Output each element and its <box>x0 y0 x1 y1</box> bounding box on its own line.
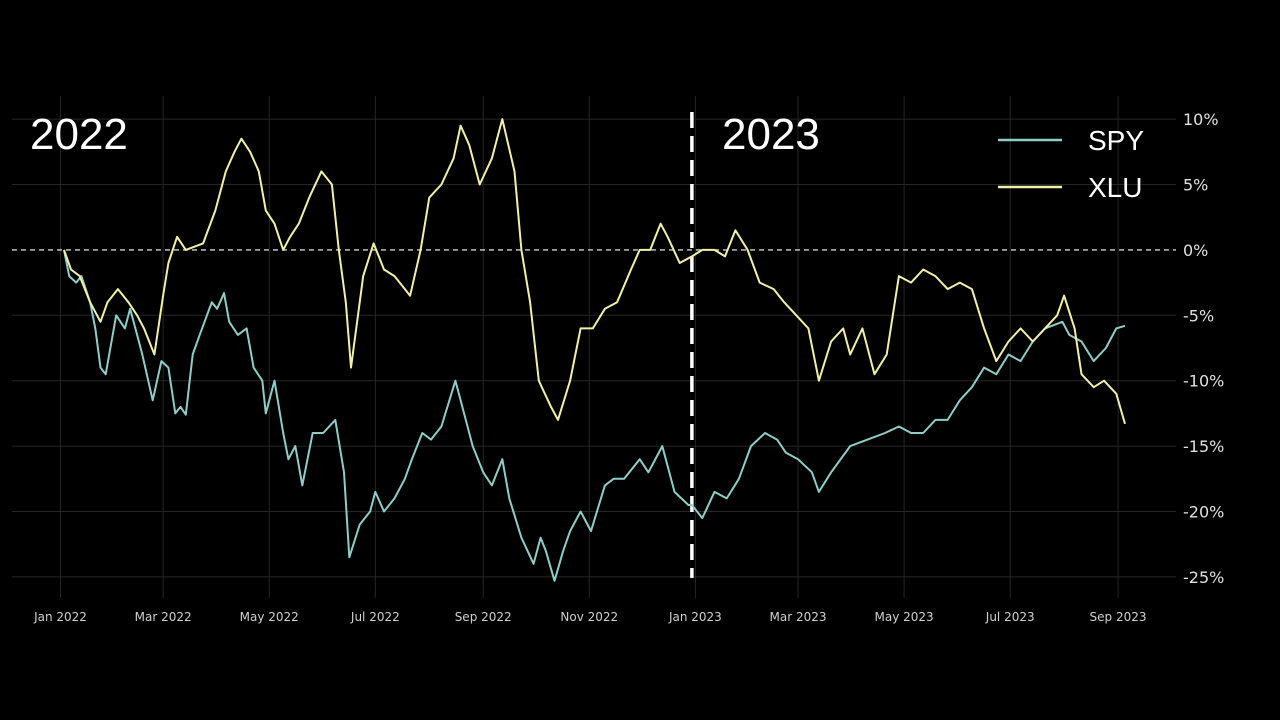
period-label-2023: 2023 <box>722 110 820 159</box>
x-tick-label: Mar 2022 <box>135 610 192 624</box>
reference-lines <box>12 112 1176 578</box>
y-axis-ticks: 10% 5% 0% -5% -10% -15% -20% -25% <box>1183 110 1224 587</box>
y-tick-label: -10% <box>1183 372 1224 391</box>
y-tick-label: 5% <box>1183 175 1208 194</box>
x-tick-label: Jan 2023 <box>668 610 722 624</box>
x-tick-label: Sep 2022 <box>455 610 512 624</box>
y-tick-label: -20% <box>1183 503 1224 522</box>
x-tick-label: Mar 2023 <box>770 610 827 624</box>
series-lines <box>63 118 1126 582</box>
period-labels: 2022 2023 <box>30 110 820 159</box>
y-tick-label: 0% <box>1183 241 1208 260</box>
series-line-xlu <box>63 118 1126 425</box>
y-tick-label: -5% <box>1183 306 1214 325</box>
legend-label-spy: SPY <box>1088 125 1144 156</box>
x-tick-label: May 2023 <box>875 610 934 624</box>
x-tick-label: Jul 2022 <box>350 610 400 624</box>
series-line-spy <box>63 249 1126 582</box>
y-tick-label: 10% <box>1183 110 1219 129</box>
y-tick-label: -15% <box>1183 437 1224 456</box>
x-tick-label: Jan 2022 <box>33 610 87 624</box>
legend-label-xlu: XLU <box>1088 172 1142 203</box>
x-tick-label: Jul 2023 <box>985 610 1035 624</box>
x-tick-label: Nov 2022 <box>560 610 618 624</box>
grid-lines <box>12 96 1176 598</box>
period-label-2022: 2022 <box>30 110 128 159</box>
x-tick-label: Sep 2023 <box>1090 610 1147 624</box>
x-tick-label: May 2022 <box>240 610 299 624</box>
x-axis-ticks: Jan 2022 Mar 2022 May 2022 Jul 2022 Sep 2022… <box>33 610 1146 624</box>
y-tick-label: -25% <box>1183 568 1224 587</box>
legend: SPY XLU <box>998 125 1144 203</box>
